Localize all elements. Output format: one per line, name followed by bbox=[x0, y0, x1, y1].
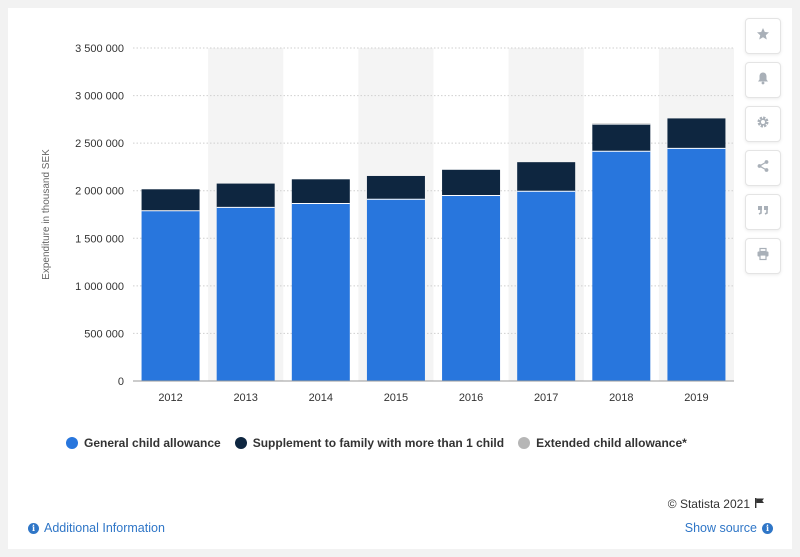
chart: 0 500 000 1 000 000 1 500 000 2 000 000 2 500… bbox=[41, 43, 734, 404]
bar-supplement bbox=[667, 118, 726, 149]
notification-button[interactable] bbox=[745, 62, 781, 98]
legend-label-extended: Extended child allowance* bbox=[536, 436, 687, 450]
x-tick-label: 2012 bbox=[158, 392, 182, 404]
bar-general bbox=[291, 203, 350, 381]
show-source-label: Show source bbox=[684, 521, 757, 535]
bar-general bbox=[667, 148, 726, 381]
legend-item-extended[interactable]: Extended child allowance* bbox=[518, 436, 687, 450]
additional-information-label: Additional Information bbox=[44, 521, 165, 535]
info-icon: i bbox=[762, 522, 773, 534]
bar-general bbox=[592, 151, 651, 381]
print-button[interactable] bbox=[745, 238, 781, 274]
settings-button[interactable] bbox=[745, 106, 781, 142]
quote-icon bbox=[756, 203, 770, 222]
y-tick-label: 2 000 000 bbox=[75, 186, 124, 198]
x-tick-label: 2018 bbox=[609, 392, 633, 404]
bar-supplement bbox=[291, 179, 350, 204]
statista-credit[interactable]: © Statista 2021 bbox=[668, 497, 765, 511]
y-tick-label: 3 500 000 bbox=[75, 43, 124, 55]
legend-item-general[interactable]: General child allowance bbox=[66, 436, 221, 450]
x-tick-label: 2019 bbox=[684, 392, 708, 404]
x-tick-label: 2014 bbox=[309, 392, 333, 404]
tool-sidebar bbox=[745, 18, 781, 274]
legend-item-supplement[interactable]: Supplement to family with more than 1 ch… bbox=[234, 436, 505, 450]
bar-supplement bbox=[141, 189, 200, 211]
bar-general bbox=[366, 199, 425, 381]
cite-button[interactable] bbox=[745, 194, 781, 230]
legend-dot-supplement bbox=[234, 437, 247, 449]
credit-text: © Statista 2021 bbox=[667, 497, 750, 511]
info-icon: i bbox=[28, 522, 39, 534]
share-button[interactable] bbox=[745, 150, 781, 186]
show-source-link[interactable]: Show source i bbox=[685, 521, 773, 535]
flag-icon bbox=[754, 497, 765, 511]
x-tick-label: 2013 bbox=[233, 392, 257, 404]
legend-label-supplement: Supplement to family with more than 1 ch… bbox=[252, 436, 505, 450]
legend-label-general: General child allowance bbox=[84, 436, 221, 450]
x-tick-label: 2017 bbox=[534, 392, 558, 404]
bar-general bbox=[442, 195, 501, 381]
y-tick-label: 1 000 000 bbox=[75, 281, 124, 293]
additional-information-link[interactable]: i Additional Information bbox=[28, 521, 165, 535]
x-tick-label: 2015 bbox=[384, 392, 408, 404]
y-axis-title: Expenditure in thousand SEK bbox=[41, 149, 52, 280]
bar-supplement bbox=[366, 175, 425, 200]
bar-supplement bbox=[216, 183, 275, 208]
print-icon bbox=[756, 247, 770, 266]
bar-general bbox=[517, 191, 576, 381]
share-icon bbox=[756, 159, 770, 178]
chart-card: 0 500 000 1 000 000 1 500 000 2 000 000 2 500… bbox=[8, 8, 792, 549]
bar-general bbox=[141, 210, 200, 381]
gear-icon bbox=[756, 115, 770, 134]
y-tick-label: 1 500 000 bbox=[75, 233, 124, 245]
bar-supplement bbox=[442, 169, 501, 196]
legend: General child allowance Supplement to fa… bbox=[66, 436, 687, 450]
y-tick-label: 2 500 000 bbox=[75, 138, 124, 150]
favorite-button[interactable] bbox=[745, 18, 781, 54]
bell-icon bbox=[756, 71, 770, 90]
y-tick-label: 0 bbox=[118, 376, 124, 388]
legend-dot-extended bbox=[518, 437, 531, 449]
bar-supplement bbox=[592, 124, 651, 152]
star-icon bbox=[756, 27, 770, 46]
x-tick-label: 2016 bbox=[459, 392, 483, 404]
y-tick-label: 3 000 000 bbox=[75, 91, 124, 103]
bar-supplement bbox=[517, 162, 576, 192]
bar-general bbox=[216, 207, 275, 381]
y-tick-label: 500 000 bbox=[84, 328, 124, 340]
legend-dot-general bbox=[66, 437, 78, 449]
